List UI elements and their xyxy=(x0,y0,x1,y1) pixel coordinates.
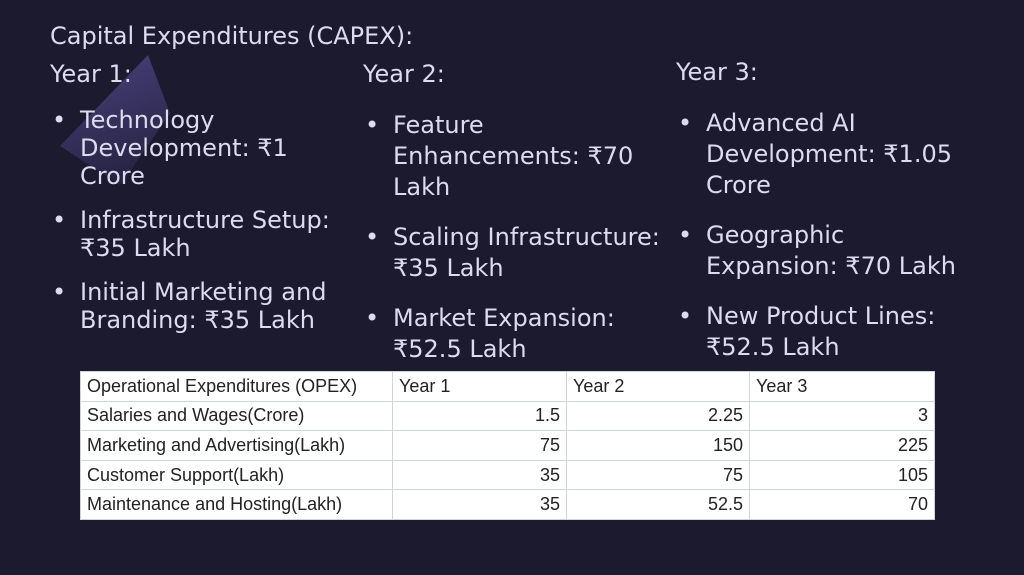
year-heading: Year 3: xyxy=(676,58,758,86)
capex-year-2: Year 2: • Feature Enhancements: ₹70 Lakh … xyxy=(363,60,663,384)
table-header-row: Operational Expenditures (OPEX) Year 1 Y… xyxy=(80,371,935,402)
table-cell: Customer Support(Lakh) xyxy=(80,459,393,491)
list-item: • Infrastructure Setup: ₹35 Lakh xyxy=(52,206,330,262)
year-heading: Year 1: xyxy=(50,60,132,88)
bullet-icon: • xyxy=(678,221,693,249)
table-cell: 3 xyxy=(749,400,935,432)
table-cell: Marketing and Advertising(Lakh) xyxy=(80,430,393,461)
table-cell: 2.25 xyxy=(566,400,750,432)
list-item: • New Product Lines: ₹52.5 Lakh xyxy=(678,302,936,361)
table-cell: 52.5 xyxy=(566,489,750,520)
table-cell: Salaries and Wages(Crore) xyxy=(80,400,393,432)
table-row: Maintenance and Hosting(Lakh) 35 52.5 70 xyxy=(80,489,935,520)
bullet-icon: • xyxy=(365,223,380,251)
list-item: • Advanced AI Development: ₹1.05 Crore xyxy=(678,109,952,199)
table-cell: 70 xyxy=(749,489,935,520)
table-row: Marketing and Advertising(Lakh) 75 150 2… xyxy=(80,430,935,461)
table-header-cell: Year 3 xyxy=(749,371,935,402)
table-cell: 35 xyxy=(392,459,567,491)
year-heading: Year 2: xyxy=(363,60,445,88)
table-cell: 225 xyxy=(749,430,935,461)
table-cell: 1.5 xyxy=(392,400,567,432)
table-row: Customer Support(Lakh) 35 75 105 xyxy=(80,459,935,491)
opex-table: Operational Expenditures (OPEX) Year 1 Y… xyxy=(80,371,935,520)
list-item: • Geographic Expansion: ₹70 Lakh xyxy=(678,221,956,280)
bullet-icon: • xyxy=(52,206,67,234)
table-row: Salaries and Wages(Crore) 1.5 2.25 3 xyxy=(80,400,935,432)
slide-title: Capital Expenditures (CAPEX): xyxy=(50,22,414,50)
capex-year-1: Year 1: • Technology Development: ₹1 Cror… xyxy=(50,60,350,350)
bullet-icon: • xyxy=(365,304,380,332)
bullet-icon: • xyxy=(678,302,693,330)
table-cell: 75 xyxy=(566,459,750,491)
bullet-icon: • xyxy=(52,106,67,134)
bullet-icon: • xyxy=(52,278,67,306)
list-item: • Initial Marketing and Branding: ₹35 Lak… xyxy=(52,278,327,334)
table-cell: 75 xyxy=(392,430,567,461)
list-item: • Feature Enhancements: ₹70 Lakh xyxy=(365,111,634,201)
table-cell: 150 xyxy=(566,430,750,461)
table-cell: 35 xyxy=(392,489,567,520)
bullet-icon: • xyxy=(678,109,693,137)
bullet-icon: • xyxy=(365,111,380,139)
table-header-cell: Year 2 xyxy=(566,371,750,402)
capex-year-3: Year 3: • Advanced AI Development: ₹1.05 … xyxy=(676,58,976,382)
table-cell: Maintenance and Hosting(Lakh) xyxy=(80,489,393,520)
table-header-cell: Year 1 xyxy=(392,371,567,402)
table-header-cell: Operational Expenditures (OPEX) xyxy=(80,371,393,402)
list-item: • Technology Development: ₹1 Crore xyxy=(52,106,288,190)
list-item: • Scaling Infrastructure: ₹35 Lakh xyxy=(365,223,660,282)
list-item: • Market Expansion: ₹52.5 Lakh xyxy=(365,304,615,363)
table-cell: 105 xyxy=(749,459,935,491)
